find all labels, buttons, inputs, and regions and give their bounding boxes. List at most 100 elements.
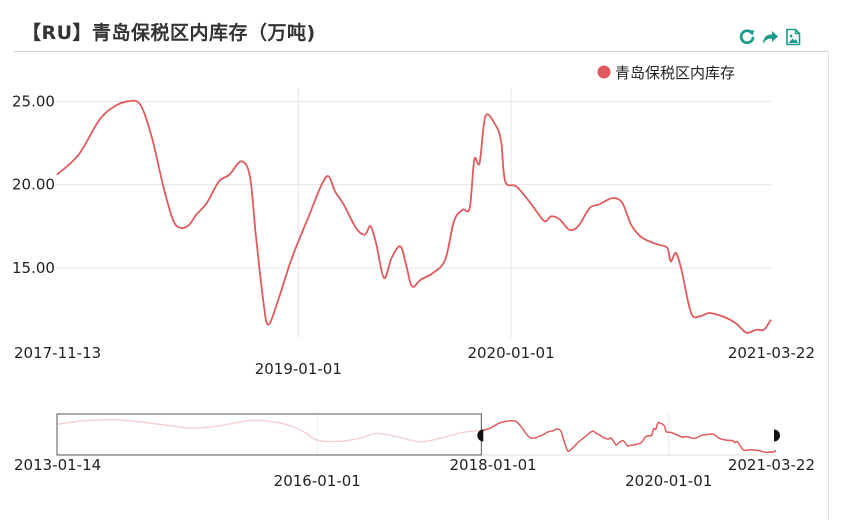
legend[interactable]: 青岛保税区内库存 bbox=[597, 64, 736, 82]
data-point[interactable] bbox=[228, 173, 232, 177]
data-point[interactable] bbox=[138, 103, 142, 107]
data-point[interactable] bbox=[707, 311, 711, 315]
data-point[interactable] bbox=[544, 219, 548, 223]
data-point[interactable] bbox=[499, 139, 503, 143]
data-point[interactable] bbox=[77, 153, 81, 157]
legend-marker[interactable] bbox=[597, 65, 611, 79]
data-point[interactable] bbox=[665, 246, 669, 250]
data-point[interactable] bbox=[527, 199, 531, 203]
data-point[interactable] bbox=[638, 234, 642, 238]
data-point[interactable] bbox=[629, 223, 633, 227]
data-point[interactable] bbox=[452, 219, 456, 223]
refresh-icon[interactable] bbox=[738, 28, 756, 46]
data-point[interactable] bbox=[612, 196, 616, 200]
navigator-history-line bbox=[56, 418, 486, 443]
data-point[interactable] bbox=[98, 118, 102, 122]
data-point[interactable] bbox=[754, 328, 758, 332]
data-point[interactable] bbox=[354, 226, 358, 230]
data-point[interactable] bbox=[657, 243, 661, 247]
x-tick-label: 2020-01-01 bbox=[467, 344, 554, 362]
data-point[interactable] bbox=[596, 203, 600, 207]
data-point[interactable] bbox=[307, 213, 311, 217]
data-point[interactable] bbox=[342, 203, 346, 207]
range-navigator[interactable]: 2013-01-14 2016-01-01 2018-01-01 2020-01-01… bbox=[14, 413, 815, 490]
data-point[interactable] bbox=[180, 226, 184, 230]
data-point[interactable] bbox=[698, 314, 702, 318]
data-point[interactable] bbox=[150, 136, 154, 140]
save-image-icon[interactable] bbox=[784, 28, 802, 46]
navigator-right-handle[interactable] bbox=[774, 429, 780, 442]
data-point[interactable] bbox=[746, 331, 750, 335]
data-point[interactable] bbox=[669, 259, 673, 263]
data-point[interactable] bbox=[493, 123, 497, 127]
data-point[interactable] bbox=[55, 173, 59, 177]
data-point[interactable] bbox=[483, 114, 487, 118]
y-tick-label: 25.00 bbox=[12, 92, 55, 110]
data-point[interactable] bbox=[205, 201, 209, 205]
panel-right-border bbox=[828, 52, 829, 520]
data-point[interactable] bbox=[320, 183, 324, 187]
data-point[interactable] bbox=[404, 263, 408, 267]
data-point[interactable] bbox=[363, 233, 367, 237]
data-point[interactable] bbox=[588, 206, 592, 210]
data-point[interactable] bbox=[217, 179, 221, 183]
data-point[interactable] bbox=[369, 224, 373, 228]
data-point[interactable] bbox=[733, 321, 737, 325]
data-point[interactable] bbox=[762, 328, 766, 332]
navigator-x-labels: 2013-01-14 2016-01-01 2018-01-01 2020-01-01… bbox=[14, 456, 815, 490]
data-point[interactable] bbox=[248, 174, 252, 178]
data-point[interactable] bbox=[689, 311, 693, 315]
data-point[interactable] bbox=[431, 271, 435, 275]
data-point[interactable] bbox=[468, 206, 472, 210]
navigator-unselected-window[interactable] bbox=[56, 413, 482, 456]
data-point[interactable] bbox=[162, 186, 166, 190]
data-point[interactable] bbox=[261, 299, 265, 303]
legend-label[interactable]: 青岛保税区内库存 bbox=[615, 64, 735, 82]
data-point[interactable] bbox=[680, 269, 684, 273]
data-point[interactable] bbox=[443, 258, 447, 262]
data-point[interactable] bbox=[187, 223, 191, 227]
data-point[interactable] bbox=[549, 214, 553, 218]
data-point[interactable] bbox=[539, 216, 543, 220]
navigator-left-handle[interactable] bbox=[477, 429, 484, 442]
data-point[interactable] bbox=[558, 218, 562, 222]
data-point[interactable] bbox=[725, 316, 729, 320]
data-point[interactable] bbox=[410, 284, 414, 288]
data-point[interactable] bbox=[620, 201, 624, 205]
chart-toolbar bbox=[738, 28, 802, 46]
data-point[interactable] bbox=[503, 179, 507, 183]
data-point[interactable] bbox=[194, 213, 198, 217]
data-point[interactable] bbox=[390, 256, 394, 260]
navigator-unselected-mask[interactable] bbox=[56, 413, 482, 456]
data-point[interactable] bbox=[327, 174, 331, 178]
data-point[interactable] bbox=[576, 224, 580, 228]
share-icon[interactable] bbox=[761, 28, 779, 46]
data-point[interactable] bbox=[289, 258, 293, 262]
data-point[interactable] bbox=[472, 158, 476, 162]
data-point[interactable] bbox=[239, 159, 243, 163]
data-point[interactable] bbox=[715, 313, 719, 317]
data-point[interactable] bbox=[603, 199, 607, 203]
data-point[interactable] bbox=[769, 318, 773, 322]
main-plot: 15.00 20.00 25.00 2017-11-13 2019-01-01 2020… bbox=[12, 88, 815, 378]
data-point[interactable] bbox=[514, 184, 518, 188]
data-point[interactable] bbox=[374, 243, 378, 247]
data-point[interactable] bbox=[333, 189, 337, 193]
data-point[interactable] bbox=[275, 303, 279, 307]
data-point[interactable] bbox=[478, 161, 482, 165]
navigator-selected-line bbox=[481, 419, 777, 454]
data-point[interactable] bbox=[674, 251, 678, 255]
data-point[interactable] bbox=[461, 208, 465, 212]
data-point[interactable] bbox=[266, 323, 270, 327]
data-point[interactable] bbox=[740, 328, 744, 332]
data-point[interactable] bbox=[172, 219, 176, 223]
navigator-handles[interactable] bbox=[477, 429, 780, 442]
data-point[interactable] bbox=[254, 233, 258, 237]
data-point[interactable] bbox=[382, 276, 386, 280]
data-point[interactable] bbox=[647, 239, 651, 243]
data-point[interactable] bbox=[398, 244, 402, 248]
data-point[interactable] bbox=[126, 99, 130, 103]
data-point[interactable] bbox=[113, 104, 117, 108]
data-point[interactable] bbox=[567, 228, 571, 232]
data-point[interactable] bbox=[419, 278, 423, 282]
